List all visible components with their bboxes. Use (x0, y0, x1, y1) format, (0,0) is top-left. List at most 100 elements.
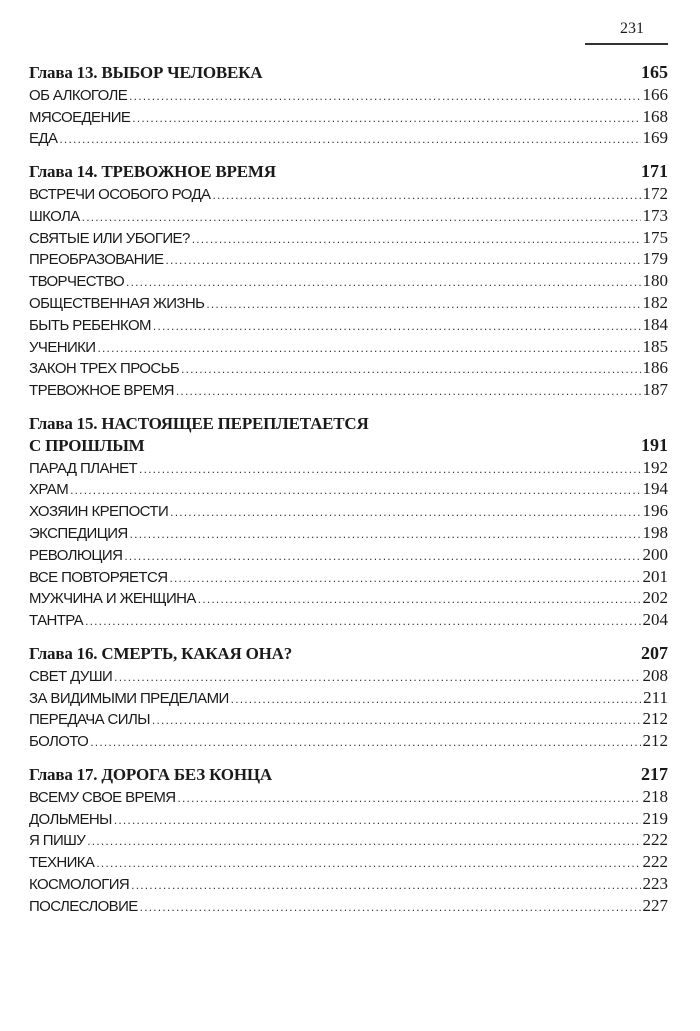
toc-entry[interactable]: ТАНТРА 204 (29, 609, 668, 631)
toc-entry[interactable]: ВСЕ ПОВТОРЯЕТСЯ 201 (29, 566, 668, 588)
entry-title[interactable]: ТРЕВОЖНОЕ ВРЕМЯ (29, 382, 174, 400)
entry-page[interactable]: 219 (642, 808, 669, 828)
chapter-heading[interactable]: Глава 17. ДОРОГА БЕЗ КОНЦА 217 (29, 764, 668, 786)
entry-page[interactable]: 212 (642, 731, 669, 751)
entry-title[interactable]: ВСЕ ПОВТОРЯЕТСЯ (29, 568, 168, 586)
entry-title[interactable]: ПАРАД ПЛАНЕТ (29, 459, 138, 477)
entry-title[interactable]: ВСТРЕЧИ ОСОБОГО РОДА (29, 185, 211, 203)
toc-entry[interactable]: КОСМОЛОГИЯ 223 (29, 873, 668, 895)
toc-entry[interactable]: ТВОРЧЕСТВО 180 (29, 270, 668, 292)
toc-entry[interactable]: ПОСЛЕСЛОВИЕ 227 (29, 895, 668, 917)
entry-title[interactable]: СВЕТ ДУШИ (29, 667, 113, 685)
entry-page[interactable]: 185 (642, 336, 669, 356)
toc-entry[interactable]: ПАРАД ПЛАНЕТ 192 (29, 457, 668, 479)
toc-entry[interactable]: СВЕТ ДУШИ 208 (29, 665, 668, 687)
entry-page[interactable]: 169 (642, 128, 669, 148)
entry-title[interactable]: МУЖЧИНА И ЖЕНЩИНА (29, 590, 196, 608)
toc-entry[interactable]: МУЖЧИНА И ЖЕНЩИНА 202 (29, 587, 668, 609)
chapter-heading[interactable]: Глава 15. НАСТОЯЩЕЕ ПЕРЕПЛЕТАЕТСЯ (29, 413, 668, 435)
entry-title[interactable]: ХОЗЯИН КРЕПОСТИ (29, 503, 169, 521)
entry-page[interactable]: 202 (642, 588, 669, 608)
toc-entry[interactable]: ПРЕОБРАЗОВАНИЕ 179 (29, 248, 668, 270)
chapter-heading[interactable]: Глава 14. ТРЕВОЖНОЕ ВРЕМЯ 171 (29, 161, 668, 183)
toc-entry[interactable]: Я ПИШУ 222 (29, 829, 668, 851)
entry-title[interactable]: РЕВОЛЮЦИЯ (29, 546, 123, 564)
entry-page[interactable]: 166 (642, 84, 669, 104)
entry-page[interactable]: 179 (642, 249, 669, 269)
toc-entry[interactable]: ТРЕВОЖНОЕ ВРЕМЯ 187 (29, 379, 668, 401)
toc-entry[interactable]: ЗА ВИДИМЫМИ ПРЕДЕЛАМИ 211 (29, 687, 668, 709)
entry-page[interactable]: 194 (642, 479, 669, 499)
chapter-heading[interactable]: С ПРОШЛЫМ 191 (29, 435, 668, 457)
chapter-heading[interactable]: Глава 13. ВЫБОР ЧЕЛОВЕКА 165 (29, 62, 668, 84)
entry-title[interactable]: ЗАКОН ТРЕХ ПРОСЬБ (29, 360, 180, 378)
entry-title[interactable]: ВСЕМУ СВОЕ ВРЕМЯ (29, 788, 176, 806)
entry-title[interactable]: ПРЕОБРАЗОВАНИЕ (29, 251, 164, 269)
entry-title[interactable]: ТАНТРА (29, 612, 84, 630)
entry-title[interactable]: ТЕХНИКА (29, 854, 95, 872)
entry-page[interactable]: 173 (642, 205, 669, 225)
entry-title[interactable]: ЗА ВИДИМЫМИ ПРЕДЕЛАМИ (29, 689, 229, 707)
entry-title[interactable]: ЭКСПЕДИЦИЯ (29, 524, 128, 542)
entry-page[interactable]: 204 (642, 610, 669, 630)
entry-page[interactable]: 211 (643, 687, 668, 707)
entry-page[interactable]: 227 (642, 895, 669, 915)
toc-entry[interactable]: РЕВОЛЮЦИЯ 200 (29, 544, 668, 566)
entry-page[interactable]: 198 (642, 522, 669, 542)
toc-entry[interactable]: ДОЛЬМЕНЫ 219 (29, 808, 668, 830)
toc-entry[interactable]: ПЕРЕДАЧА СИЛЫ 212 (29, 708, 668, 730)
entry-page[interactable]: 175 (642, 227, 669, 247)
entry-page[interactable]: 182 (642, 292, 669, 312)
entry-page[interactable]: 218 (642, 786, 669, 806)
toc-entry[interactable]: ОБ АЛКОГОЛЕ 166 (29, 84, 668, 106)
entry-page[interactable]: 222 (642, 830, 669, 850)
entry-page[interactable]: 208 (642, 665, 669, 685)
entry-title[interactable]: ЕДА (29, 130, 58, 148)
entry-page[interactable]: 186 (642, 358, 669, 378)
toc-entry[interactable]: ТЕХНИКА 222 (29, 851, 668, 873)
entry-page[interactable]: 223 (642, 873, 669, 893)
toc-entry[interactable]: ЗАКОН ТРЕХ ПРОСЬБ 186 (29, 357, 668, 379)
toc-entry[interactable]: ЭКСПЕДИЦИЯ 198 (29, 522, 668, 544)
toc-entry[interactable]: ЕДА 169 (29, 127, 668, 149)
dot-leader (124, 546, 640, 568)
toc-entry[interactable]: ХОЗЯИН КРЕПОСТИ 196 (29, 500, 668, 522)
toc-entry[interactable]: МЯСОЕДЕНИЕ 168 (29, 106, 668, 128)
toc-entry[interactable]: ВСТРЕЧИ ОСОБОГО РОДА 172 (29, 183, 668, 205)
entry-page[interactable]: 172 (642, 183, 669, 203)
entry-title[interactable]: КОСМОЛОГИЯ (29, 875, 130, 893)
entry-page[interactable]: 168 (642, 106, 669, 126)
entry-title[interactable]: ОБЩЕСТВЕННАЯ ЖИЗНЬ (29, 294, 205, 312)
toc-entry[interactable]: СВЯТЫЕ ИЛИ УБОГИЕ? 175 (29, 227, 668, 249)
entry-page[interactable]: 196 (642, 501, 669, 521)
entry-title[interactable]: ШКОЛА (29, 207, 80, 225)
entry-title[interactable]: УЧЕНИКИ (29, 338, 96, 356)
entry-title[interactable]: ХРАМ (29, 481, 69, 499)
entry-page[interactable]: 187 (642, 380, 669, 400)
toc-entry[interactable]: БОЛОТО 212 (29, 730, 668, 752)
toc-entry[interactable]: БЫТЬ РЕБЕНКОМ 184 (29, 314, 668, 336)
entry-title[interactable]: БОЛОТО (29, 733, 89, 751)
entry-title[interactable]: ПОСЛЕСЛОВИЕ (29, 897, 138, 915)
toc-entry[interactable]: ВСЕМУ СВОЕ ВРЕМЯ 218 (29, 786, 668, 808)
entry-page[interactable]: 180 (642, 271, 669, 291)
entry-page[interactable]: 192 (642, 457, 669, 477)
entry-page[interactable]: 200 (642, 544, 669, 564)
entry-page[interactable]: 222 (642, 852, 669, 872)
toc-entry[interactable]: УЧЕНИКИ 185 (29, 336, 668, 358)
chapter-heading[interactable]: Глава 16. СМЕРТЬ, КАКАЯ ОНА? 207 (29, 643, 668, 665)
entry-title[interactable]: ТВОРЧЕСТВО (29, 273, 125, 291)
entry-title[interactable]: Я ПИШУ (29, 832, 86, 850)
toc-entry[interactable]: ОБЩЕСТВЕННАЯ ЖИЗНЬ 182 (29, 292, 668, 314)
toc-entry[interactable]: ШКОЛА 173 (29, 205, 668, 227)
entry-title[interactable]: ПЕРЕДАЧА СИЛЫ (29, 711, 151, 729)
entry-page[interactable]: 212 (642, 709, 669, 729)
entry-title[interactable]: БЫТЬ РЕБЕНКОМ (29, 316, 152, 334)
entry-title[interactable]: МЯСОЕДЕНИЕ (29, 108, 131, 126)
entry-title[interactable]: СВЯТЫЕ ИЛИ УБОГИЕ? (29, 229, 190, 247)
toc-entry[interactable]: ХРАМ 194 (29, 478, 668, 500)
entry-page[interactable]: 184 (642, 314, 669, 334)
entry-page[interactable]: 201 (642, 566, 669, 586)
entry-title[interactable]: ОБ АЛКОГОЛЕ (29, 86, 128, 104)
entry-title[interactable]: ДОЛЬМЕНЫ (29, 810, 112, 828)
